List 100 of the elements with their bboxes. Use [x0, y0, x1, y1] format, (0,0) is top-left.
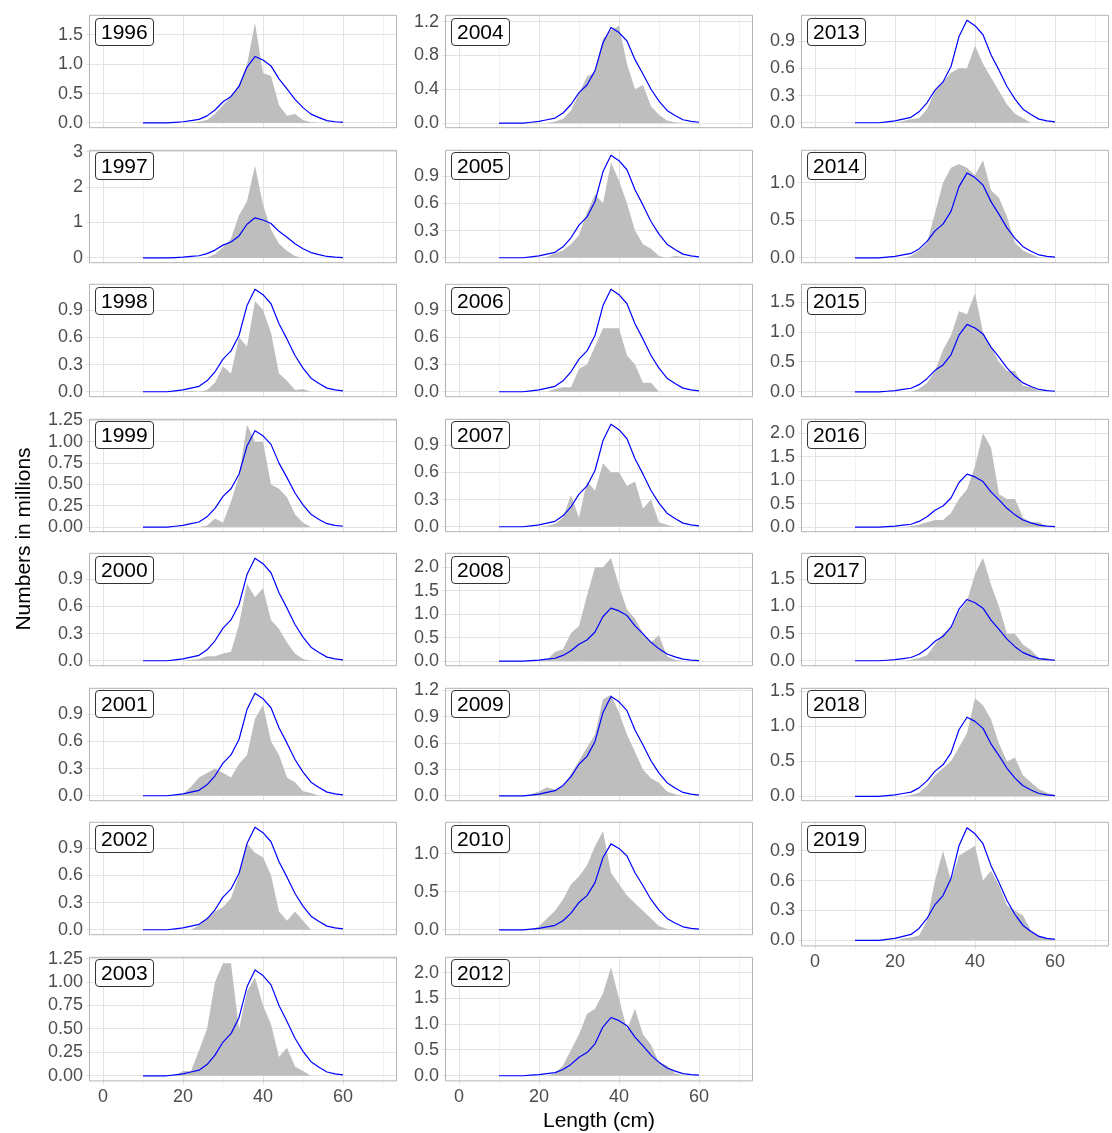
y-tick-label: 1.0 — [769, 595, 795, 616]
chart-title: 2009 — [451, 690, 510, 719]
x-tick-label: 0 — [453, 1085, 465, 1106]
chart-title: 2005 — [451, 152, 510, 181]
chart-title: 2012 — [451, 959, 510, 988]
y-tick-label: 2.0 — [413, 961, 439, 982]
chart-title: 2016 — [807, 421, 866, 450]
y-tick-label: 0.9 — [57, 299, 83, 320]
y-tick-label: 0.0 — [769, 929, 795, 950]
y-tick-label: 0.50 — [47, 1017, 83, 1038]
y-tick-label: 0.6 — [57, 326, 83, 347]
x-tick-label: 40 — [252, 1085, 274, 1106]
chart-title: 1997 — [95, 152, 154, 181]
y-tick-label: 1.5 — [413, 986, 439, 1007]
y-tick-label: 1.25 — [47, 408, 83, 429]
y-tick-label: 0.9 — [57, 837, 83, 858]
chart-title: 2000 — [95, 555, 154, 584]
y-tick-label: 0.0 — [413, 918, 439, 939]
chart-title: 2008 — [451, 555, 510, 584]
y-tick-label: 0.5 — [413, 1038, 439, 1059]
y-tick-label: 1.0 — [769, 171, 795, 192]
y-tick-label: 0.0 — [413, 246, 439, 267]
chart-title: 2019 — [807, 824, 866, 853]
y-tick-label: 0.3 — [57, 622, 83, 643]
chart-title: 2007 — [451, 421, 510, 450]
y-tick-label: 1.0 — [769, 714, 795, 735]
y-tick-label: 0.8 — [413, 44, 439, 65]
y-tick-label: 0.0 — [57, 918, 83, 939]
y-tick-label: 1.5 — [413, 579, 439, 600]
y-tick-label: 1.0 — [57, 53, 83, 74]
chart-title: 2018 — [807, 690, 866, 719]
y-tick-label: 0.25 — [47, 1040, 83, 1061]
x-tick-label: 60 — [688, 1085, 710, 1106]
y-tick-label: 0.9 — [413, 299, 439, 320]
x-tick-label: 40 — [964, 951, 986, 972]
y-tick-label: 0.6 — [57, 864, 83, 885]
y-tick-label: 0.6 — [57, 729, 83, 750]
y-tick-label: 0.9 — [57, 568, 83, 589]
x-tick-label: 60 — [1044, 951, 1066, 972]
chart-title: 2001 — [95, 690, 154, 719]
chart-title: 1999 — [95, 421, 154, 450]
y-tick-label: 1.5 — [769, 679, 795, 700]
y-tick-label: 0.25 — [47, 494, 83, 515]
y-tick-label: 1.0 — [413, 1012, 439, 1033]
chart-title: 2003 — [95, 959, 154, 988]
y-tick-label: 1.5 — [57, 23, 83, 44]
y-tick-label: 3 — [72, 140, 83, 161]
y-tick-label: 2.0 — [769, 421, 795, 442]
y-tick-label: 0.0 — [769, 515, 795, 536]
x-axis-title: Length (cm) — [543, 1107, 656, 1132]
y-tick-label: 0.5 — [769, 749, 795, 770]
y-tick-label: 0.5 — [769, 622, 795, 643]
y-tick-label: 0.5 — [413, 880, 439, 901]
y-tick-label: 0.3 — [57, 757, 83, 778]
y-tick-label: 0.9 — [413, 705, 439, 726]
y-tick-label: 0.00 — [47, 515, 83, 536]
y-tick-label: 1.5 — [769, 445, 795, 466]
y-tick-label: 0.0 — [57, 380, 83, 401]
x-tick-label: 20 — [884, 951, 906, 972]
chart-title: 2017 — [807, 555, 866, 584]
y-tick-label: 0.3 — [57, 353, 83, 374]
y-tick-label: 0.75 — [47, 993, 83, 1014]
y-tick-label: 0.75 — [47, 451, 83, 472]
chart-title: 2015 — [807, 286, 866, 315]
chart-title: 2013 — [807, 17, 866, 46]
y-tick-label: 0.3 — [769, 899, 795, 920]
y-tick-label: 0.9 — [57, 702, 83, 723]
y-tick-label: 0.9 — [413, 433, 439, 454]
y-tick-label: 0.3 — [413, 488, 439, 509]
y-tick-label: 0.0 — [413, 515, 439, 536]
y-tick-label: 1.25 — [47, 947, 83, 968]
y-tick-label: 0.3 — [413, 353, 439, 374]
y-tick-label: 0.0 — [413, 380, 439, 401]
y-tick-label: 0.6 — [413, 731, 439, 752]
chart-title: 1996 — [95, 17, 154, 46]
y-tick-label: 0.3 — [769, 84, 795, 105]
y-tick-label: 0.6 — [769, 869, 795, 890]
y-tick-label: 0.9 — [769, 30, 795, 51]
y-tick-label: 0.0 — [57, 111, 83, 132]
y-tick-label: 0.0 — [769, 784, 795, 805]
y-tick-label: 0.0 — [413, 784, 439, 805]
y-tick-label: 0.6 — [413, 326, 439, 347]
y-axis-title: Numbers in millions — [10, 447, 35, 631]
y-tick-label: 0.00 — [47, 1064, 83, 1085]
y-tick-label: 0.5 — [769, 492, 795, 513]
y-tick-label: 0.0 — [413, 112, 439, 133]
y-tick-label: 0.0 — [57, 649, 83, 670]
chart-title: 2002 — [95, 824, 154, 853]
y-tick-label: 0.5 — [769, 208, 795, 229]
y-tick-label: 0.6 — [769, 57, 795, 78]
y-tick-label: 0.6 — [413, 460, 439, 481]
y-tick-label: 1.0 — [413, 603, 439, 624]
y-tick-label: 0.0 — [769, 649, 795, 670]
y-tick-label: 1.2 — [413, 10, 439, 31]
y-tick-label: 1.2 — [413, 678, 439, 699]
x-tick-label: 60 — [332, 1085, 354, 1106]
y-tick-label: 0.0 — [769, 111, 795, 132]
y-tick-label: 1.5 — [769, 568, 795, 589]
chart-title: 2004 — [451, 17, 510, 46]
x-tick-label: 20 — [528, 1085, 550, 1106]
